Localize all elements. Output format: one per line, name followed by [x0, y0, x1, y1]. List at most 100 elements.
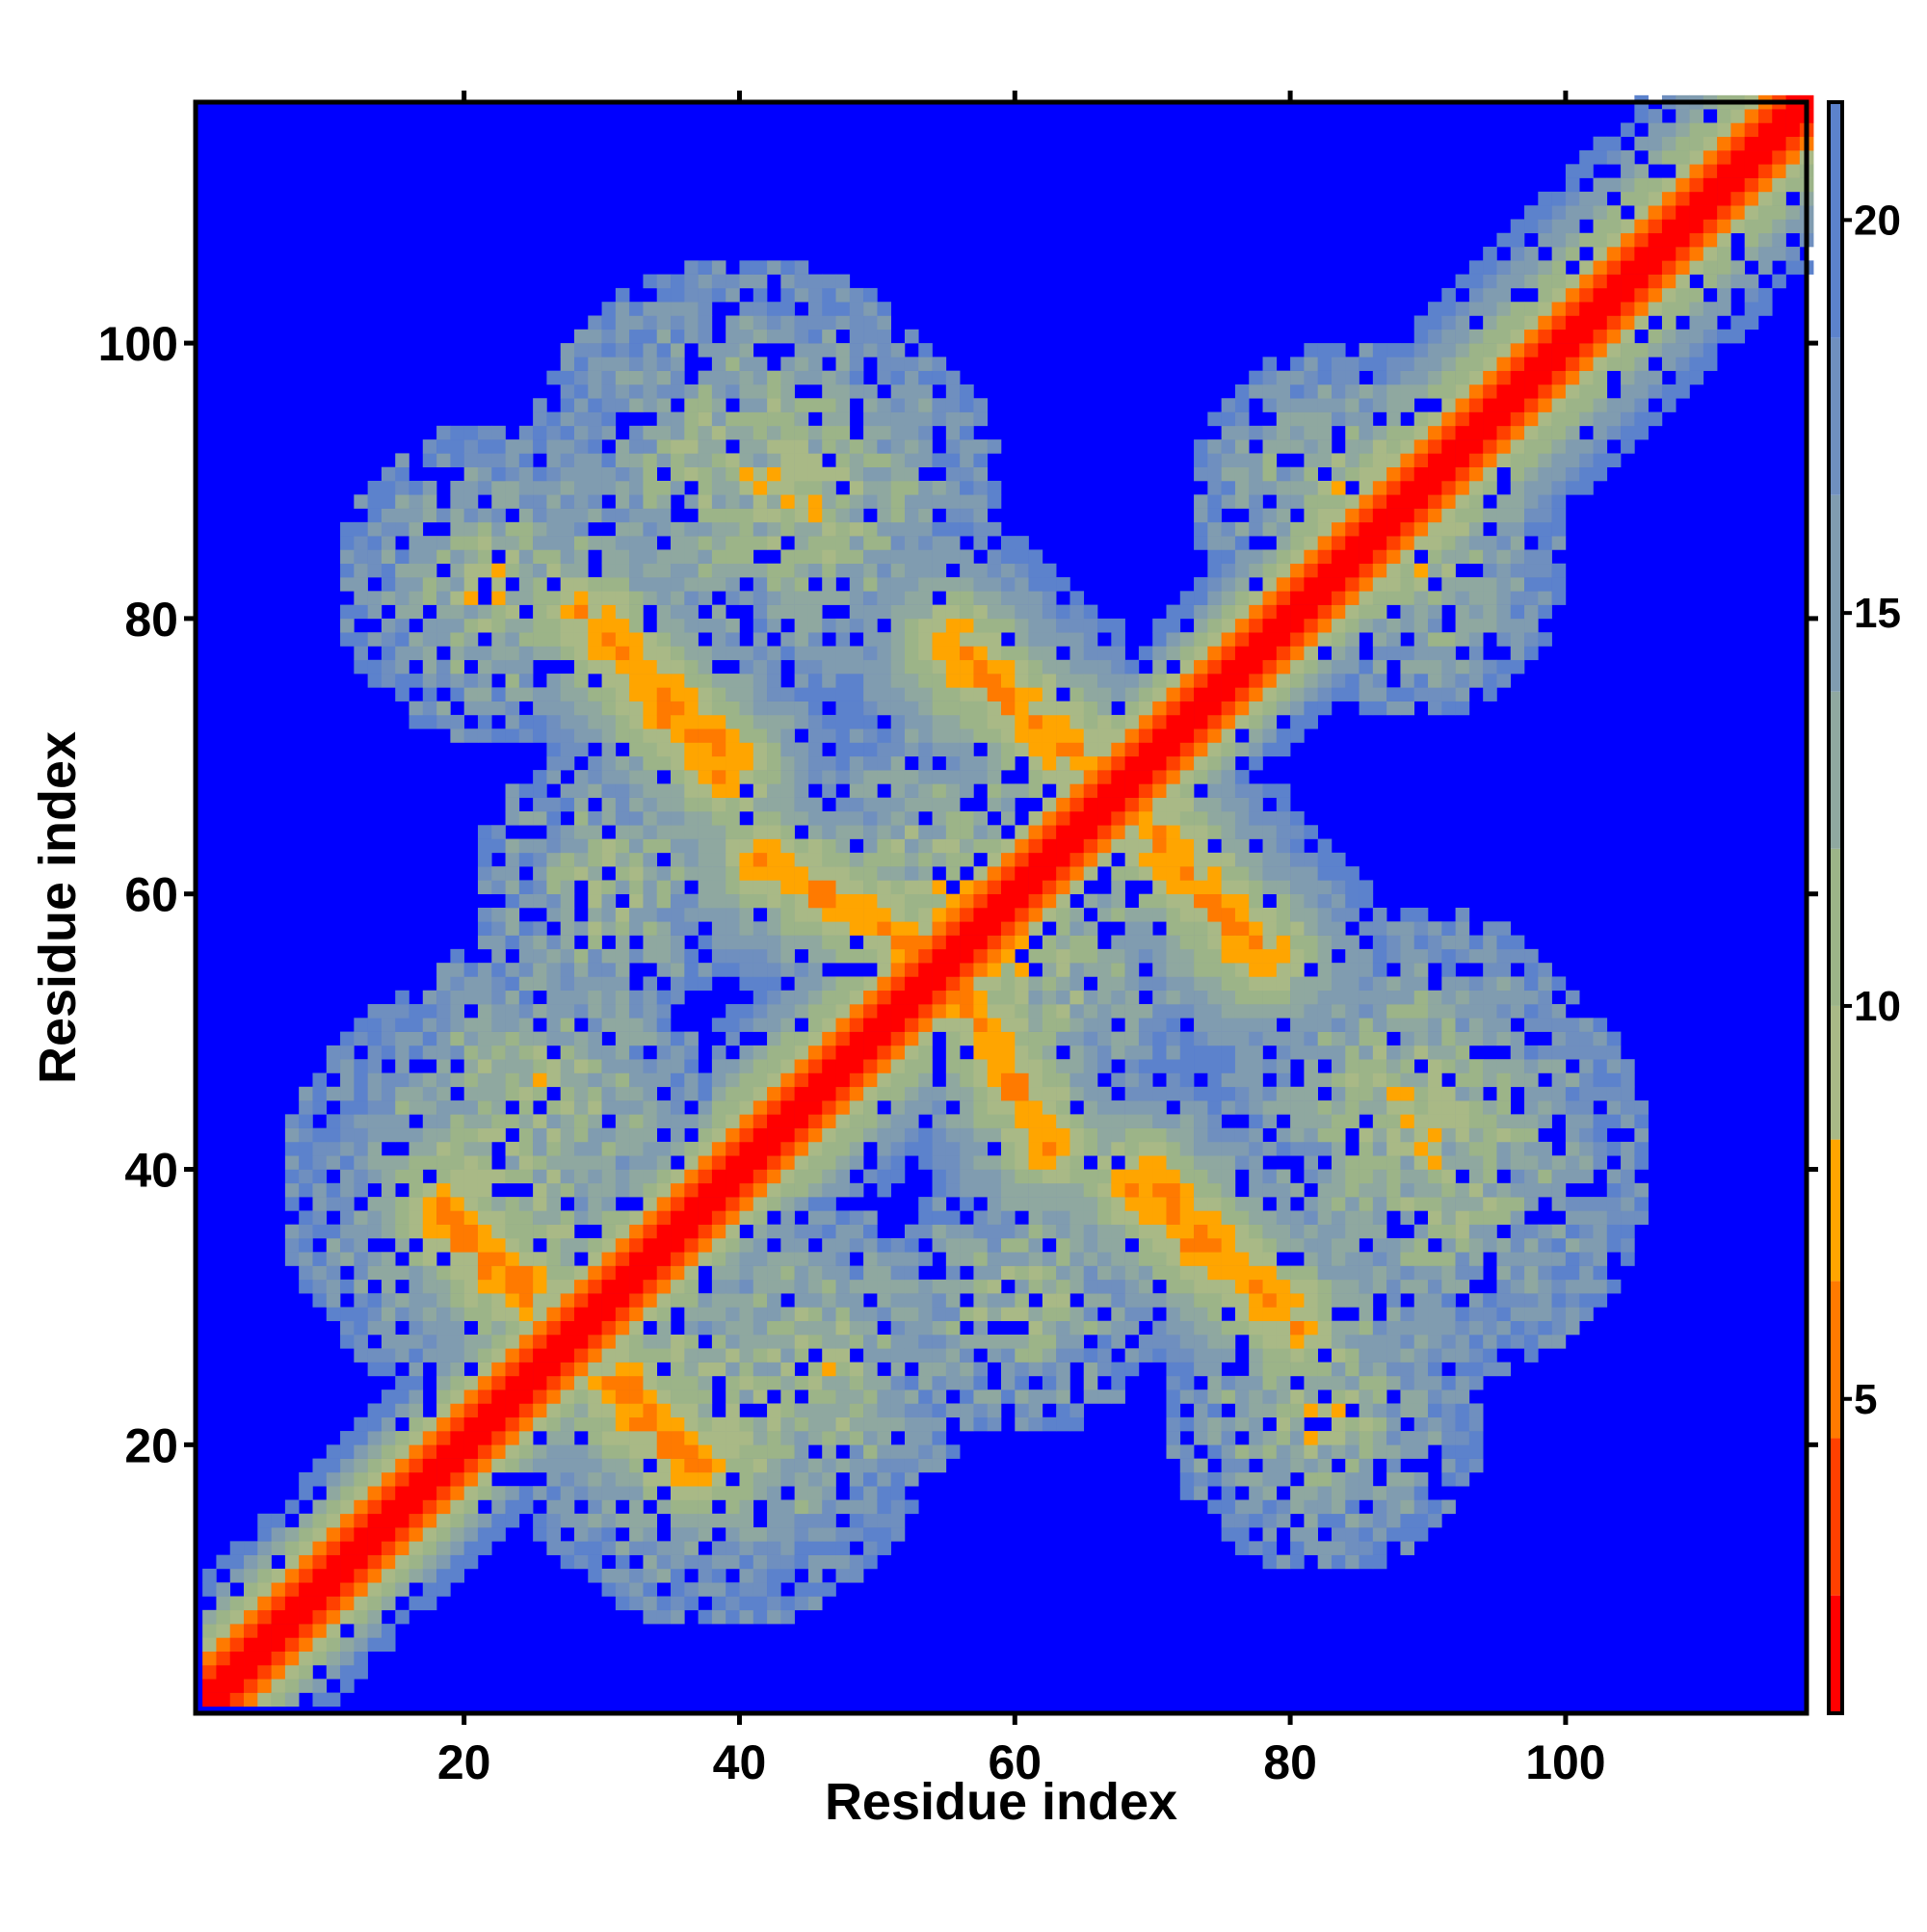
- heatmap-cell: [1166, 810, 1181, 826]
- heatmap-cell: [1069, 755, 1085, 771]
- heatmap-cell: [767, 1375, 781, 1390]
- heatmap-cell: [395, 1527, 409, 1542]
- heatmap-cell: [1179, 825, 1195, 839]
- heatmap-cell: [890, 976, 906, 992]
- heatmap-cell: [1207, 755, 1222, 771]
- heatmap-cell: [436, 1554, 451, 1570]
- heatmap-cell: [422, 1127, 437, 1143]
- heatmap-cell: [890, 591, 906, 605]
- heatmap-cell: [1179, 1362, 1195, 1377]
- heatmap-cell: [807, 1554, 823, 1570]
- heatmap-cell: [1221, 1210, 1236, 1225]
- heatmap-cell: [1234, 1499, 1250, 1515]
- heatmap-cell: [822, 908, 836, 922]
- heatmap-cell: [229, 1637, 245, 1652]
- heatmap-cell: [890, 1100, 906, 1115]
- heatmap-cell: [546, 1513, 561, 1528]
- heatmap-cell: [671, 1335, 685, 1349]
- heatmap-cell: [1152, 866, 1167, 881]
- heatmap-cell: [932, 990, 947, 1005]
- heatmap-cell: [601, 1307, 617, 1322]
- heatmap-cell: [849, 1416, 864, 1432]
- heatmap-cell: [463, 1335, 479, 1349]
- heatmap-cell: [1221, 838, 1236, 854]
- heatmap-cell: [1249, 425, 1263, 440]
- heatmap-cell: [1042, 866, 1057, 881]
- heatmap-cell: [794, 343, 809, 357]
- heatmap-cell: [726, 618, 740, 633]
- heatmap-cell: [698, 1458, 713, 1473]
- heatmap-cell: [1124, 687, 1140, 701]
- heatmap-cell: [822, 1018, 836, 1032]
- heatmap-cell: [491, 908, 506, 922]
- heatmap-cell: [560, 1335, 575, 1349]
- heatmap-cell: [807, 370, 823, 385]
- heatmap-cell: [794, 632, 809, 647]
- heatmap-cell: [849, 742, 864, 757]
- heatmap-cell: [1249, 797, 1263, 812]
- heatmap-cell: [1001, 618, 1016, 633]
- heatmap-cell: [422, 1210, 437, 1225]
- heatmap-cell: [546, 521, 561, 537]
- heatmap-cell: [436, 1527, 451, 1542]
- heatmap-cell: [643, 1279, 658, 1294]
- heatmap-cell: [1234, 1004, 1250, 1019]
- heatmap-cell: [643, 1100, 658, 1115]
- heatmap-cell: [546, 563, 561, 578]
- heatmap-cell: [546, 1182, 561, 1198]
- heatmap-cell: [1138, 1335, 1153, 1349]
- heatmap-cell: [491, 1348, 506, 1363]
- heatmap-cell: [381, 1596, 396, 1611]
- heatmap-cell: [1179, 604, 1195, 620]
- heatmap-cell: [890, 1059, 906, 1073]
- heatmap-cell: [684, 1072, 699, 1088]
- heatmap-cell: [1056, 1375, 1070, 1390]
- heatmap-cell: [973, 439, 989, 454]
- heatmap-cell: [573, 1293, 589, 1308]
- heatmap-cell: [326, 1086, 341, 1101]
- heatmap-cell: [395, 646, 409, 661]
- heatmap-cell: [945, 797, 961, 812]
- heatmap-cell: [822, 1471, 836, 1487]
- heatmap-cell: [463, 1169, 479, 1184]
- heatmap-cell: [326, 1458, 341, 1473]
- heatmap-cell: [615, 494, 630, 509]
- heatmap-cell: [739, 755, 754, 771]
- heatmap-cell: [1194, 1155, 1208, 1170]
- heatmap-cell: [945, 935, 961, 950]
- heatmap-cell: [698, 549, 713, 565]
- heatmap-cell: [849, 466, 864, 482]
- heatmap-cell: [1097, 1045, 1112, 1060]
- heatmap-cell: [1124, 1127, 1140, 1143]
- heatmap-cell: [945, 1320, 961, 1336]
- heatmap-cell: [780, 990, 795, 1005]
- heatmap-cell: [229, 1624, 245, 1638]
- heatmap-cell: [711, 398, 726, 412]
- heatmap-cell: [354, 646, 368, 661]
- heatmap-cell: [560, 1541, 575, 1555]
- heatmap-cell: [1221, 1182, 1236, 1198]
- heatmap-cell: [767, 521, 781, 537]
- heatmap-cell: [518, 852, 534, 867]
- heatmap-cell: [1042, 1362, 1057, 1377]
- heatmap-cell: [615, 1141, 630, 1156]
- heatmap-cell: [671, 866, 685, 881]
- heatmap-cell: [918, 852, 933, 867]
- heatmap-cell: [1166, 1004, 1181, 1019]
- heatmap-cell: [1015, 1141, 1029, 1156]
- heatmap-cell: [312, 1293, 328, 1308]
- heatmap-cell: [1042, 797, 1057, 812]
- heatmap-cell: [752, 1348, 768, 1363]
- heatmap-cell: [1207, 453, 1222, 467]
- heatmap-cell: [1152, 1100, 1167, 1115]
- heatmap-cell: [973, 1293, 989, 1308]
- heatmap-cell: [505, 632, 520, 647]
- heatmap-cell: [698, 494, 713, 509]
- heatmap-cell: [863, 755, 878, 771]
- heatmap-cell: [1179, 674, 1195, 688]
- heatmap-cell: [684, 838, 699, 854]
- heatmap-cell: [684, 1224, 699, 1239]
- heatmap-cell: [822, 659, 836, 675]
- heatmap-cell: [409, 632, 424, 647]
- heatmap-cell: [904, 1320, 919, 1336]
